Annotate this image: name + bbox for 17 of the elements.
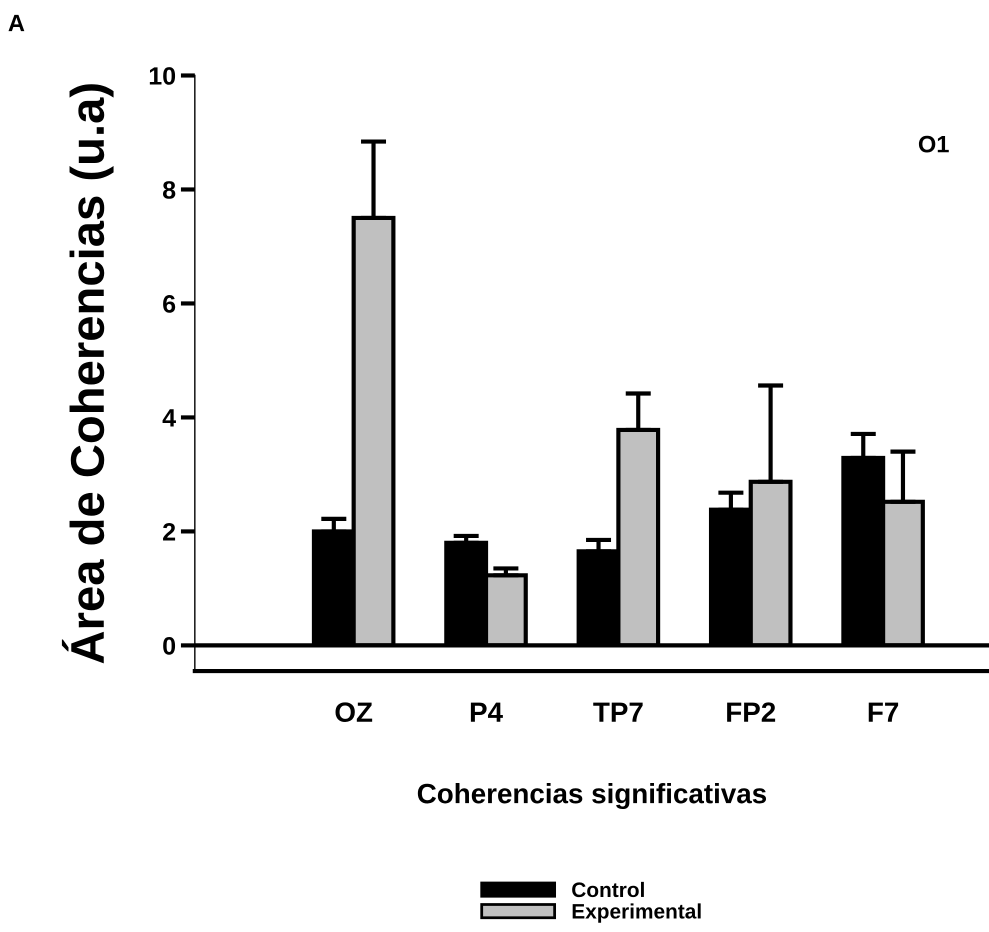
x-tick-label: FP2 — [727, 702, 776, 722]
annotation: O1 — [918, 136, 949, 152]
x-tick-label: F7 — [868, 702, 898, 722]
y-tick-label: 6 — [163, 295, 176, 313]
y-tick-label: 8 — [162, 181, 176, 199]
legend-label: Experimental — [572, 903, 701, 923]
y-tick-label: 0 — [163, 636, 176, 655]
y-tick-label: 4 — [162, 409, 176, 426]
y-tick-label: 2 — [163, 523, 176, 540]
x-axis-title: Coherencias significativas — [418, 783, 766, 810]
y-tick-label: 10 — [150, 67, 176, 85]
x-tick-label: TP7 — [593, 702, 643, 722]
y-axis-title: Área de Coherencias (u.a) — [62, 84, 114, 664]
x-tick-label: P4 — [470, 702, 503, 722]
legend-label: Control — [572, 882, 644, 898]
text: A — [8, 14, 24, 32]
x-tick-label: OZ — [336, 702, 372, 722]
